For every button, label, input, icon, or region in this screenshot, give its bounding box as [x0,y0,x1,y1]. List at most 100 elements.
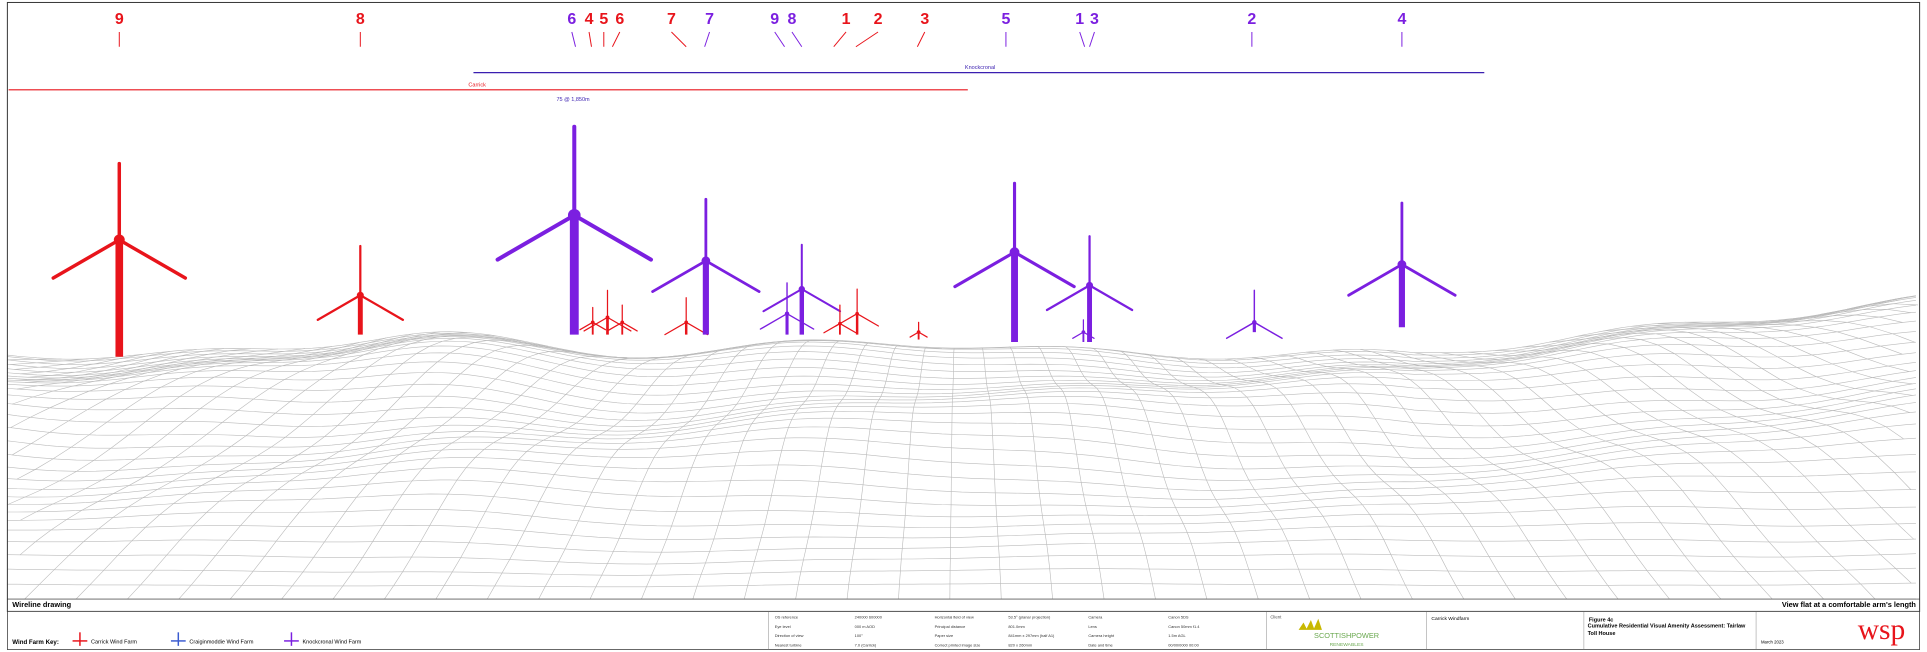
terrain-column [1631,326,1913,384]
turbine-blade [318,295,361,320]
turbine-number: 5 [599,11,608,28]
frame [7,2,1919,611]
terrain-column [950,348,954,599]
turbines [53,127,1455,357]
turbine-leader [705,32,710,47]
scale-note: 75 @ 1,850m [556,97,590,103]
turbine-leader [1080,32,1085,47]
turbine-number: 4 [1397,11,1406,28]
terrain-row [7,539,1916,552]
terrain-column [1171,357,1361,599]
turbine-blade [580,322,593,329]
footer: Wind Farm Key: Client SCOTTISHPOWER RENE… [7,611,1919,649]
terrain-column [8,359,62,360]
key-label: Knockcronal Wind Farm [303,640,362,646]
turbine-leader [775,32,785,47]
turbine-leader [671,32,686,47]
turbine-leader [792,32,802,47]
range-label: Carrick [468,82,486,88]
turbine-blade [1073,332,1084,338]
turbine-number: 2 [1247,11,1256,28]
terrain-column [1604,328,1913,396]
terrain-row [7,395,1916,449]
info-cell: Correct printed image size [935,642,981,647]
figure-title-box: Cumulative Residential Visual Amenity As… [1588,622,1754,647]
caption-right: View flat at a comfortable arm's length [1782,600,1917,609]
turbine-blade [1047,285,1090,310]
client-name: SCOTTISHPOWER [1314,631,1379,640]
turbine-blade [1090,285,1133,310]
terrain-column [28,351,170,377]
turbine-number: 5 [1001,11,1010,28]
terrain-column [1549,333,1903,439]
turbine-hub [1010,247,1020,257]
terrain-row [7,472,1916,508]
info-cell: Date and time [1088,642,1112,647]
terrain-column [796,343,873,599]
turbine-leader [589,32,591,47]
turbine-blade [840,324,856,333]
turbine-number: 6 [615,11,624,28]
turbine-number: 3 [1090,11,1099,28]
turbine-number: 3 [920,11,929,28]
turbine-number: 7 [667,11,676,28]
turbine-leader [1090,32,1095,47]
terrain-row [7,305,1916,377]
terrain-row [7,523,1916,540]
terrain-column [1198,359,1413,599]
turbine-blade [53,240,119,278]
logo: wsp [1858,614,1906,646]
turbine-hub [357,292,364,299]
turbine-number: 2 [874,11,883,28]
turbine-hub [114,234,125,245]
terrain-column [436,355,684,599]
turbine-number: 7 [705,11,714,28]
wireline-figure: 986456779812351324KnockcronalCarrick75 @… [0,0,1927,652]
key-title: Wind Farm Key: [12,639,59,646]
turbine-hub [1082,330,1086,334]
caption-left: Wireline drawing [12,600,71,609]
terrain-column [1279,355,1567,599]
turbine-hub [606,315,610,319]
terrain-row [7,296,1916,361]
info-cell: Principal distance [935,624,966,629]
turbine-number: 1 [1075,11,1084,28]
turbine-hub [620,320,624,324]
turbine-hub [1252,320,1257,325]
turbine-hub [701,256,710,265]
turbine-blade [763,289,801,311]
info-cell: Camera [1088,615,1103,620]
turbine-leader [917,32,924,47]
terrain-row [7,568,1916,575]
turbine-leader [856,32,878,47]
turbine-hub [917,330,921,334]
turbine-blade [1349,264,1402,295]
turbine-leader [612,32,619,47]
turbine-blade [857,314,878,326]
turbine-hub [1086,282,1093,289]
terrain-column [981,348,1001,599]
info-cell: Lens [1088,624,1097,629]
key-label: Carrick Wind Farm [91,640,137,646]
turbine-hub [785,312,789,316]
terrain-column [1468,350,1911,583]
turbine-blade [574,215,651,259]
page: { "top_labels": [ {"text": "9", "color":… [0,0,1927,652]
info-cell: 1.5m AGL [1168,633,1186,638]
turbine-number: 6 [567,11,576,28]
turbine-blade [498,215,575,259]
turbine-blade [760,314,787,329]
info-cell: Canon 50mm f1.4 [1168,624,1200,629]
terrain-wireframe [7,296,1918,599]
terrain-row [7,312,1916,381]
terrain-row [7,438,1916,490]
turbine-hub [684,320,688,324]
turbine-blade [955,252,1015,286]
turbine-hub [799,286,805,292]
terrain-column [1577,330,1910,413]
terrain-row [7,424,1916,481]
turbine-blade [607,322,622,331]
info-cell: Direction of view [775,633,804,638]
info-cell: 00/00/0000 00:00 [1168,642,1199,647]
info-cell: 7.0 (Carrick) [855,642,877,647]
